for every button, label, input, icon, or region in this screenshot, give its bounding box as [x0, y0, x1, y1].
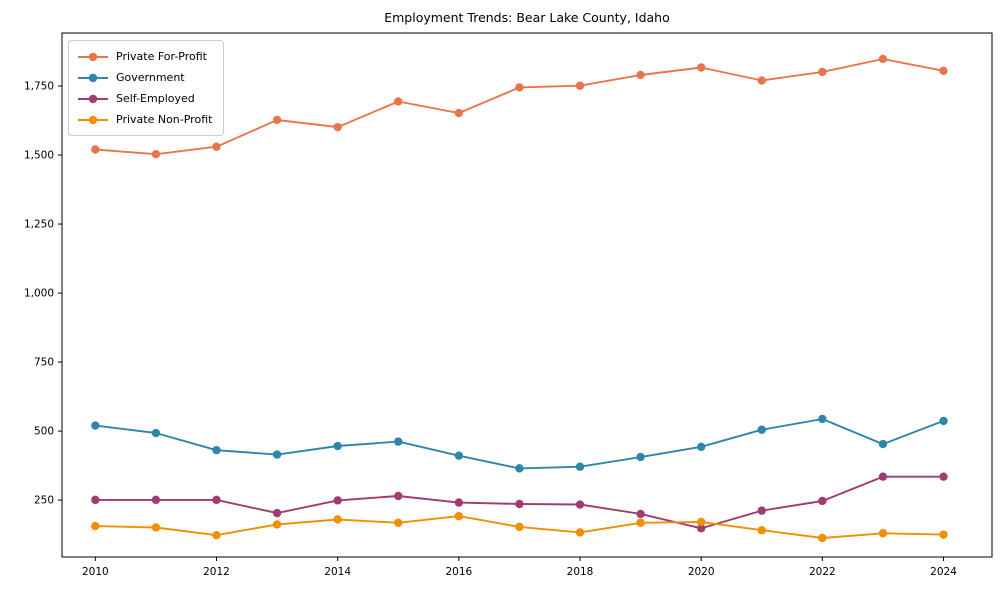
series-private-for-profit — [91, 54, 948, 159]
series-self-employed — [91, 472, 948, 533]
y-tick-label: 750 — [34, 357, 54, 369]
data-point — [575, 81, 585, 90]
legend-marker-icon — [78, 52, 108, 61]
data-point — [333, 122, 342, 132]
y-tick-label: 1,500 — [24, 150, 54, 162]
data-point — [212, 142, 221, 151]
data-point — [636, 518, 645, 527]
data-point — [151, 495, 161, 505]
data-point — [454, 511, 464, 521]
legend-item-government: Government — [78, 69, 212, 86]
y-tick-label: 1,750 — [24, 81, 54, 93]
data-point — [272, 520, 282, 529]
data-point — [939, 66, 948, 76]
legend-label: Government — [116, 71, 185, 84]
data-point — [939, 530, 948, 539]
y-tick-label: 1,250 — [24, 219, 54, 231]
legend-label: Private For-Profit — [116, 50, 207, 63]
data-point — [636, 452, 645, 462]
data-point — [394, 437, 403, 446]
data-point — [757, 506, 766, 515]
y-tick-label: 1,000 — [24, 288, 54, 300]
legend-item-private-for-profit: Private For-Profit — [78, 48, 212, 65]
axes-frame — [61, 32, 993, 558]
data-point — [394, 491, 403, 501]
data-point — [272, 115, 282, 125]
data-point — [636, 70, 645, 80]
legend-marker-icon — [78, 94, 108, 103]
x-tick-label: 2016 — [445, 566, 472, 578]
data-point — [333, 515, 342, 524]
data-point — [575, 500, 585, 509]
data-point — [151, 428, 161, 438]
series-line — [95, 418, 944, 470]
data-point — [515, 464, 524, 473]
chart-title: Employment Trends: Bear Lake County, Ida… — [384, 10, 670, 25]
data-point — [454, 451, 464, 460]
series-private-non-profit — [91, 511, 948, 543]
data-point — [939, 472, 948, 481]
data-point — [212, 445, 221, 455]
data-point — [212, 530, 221, 540]
data-point — [939, 416, 948, 426]
x-tick-label: 2020 — [688, 566, 715, 578]
x-tick-label: 2012 — [203, 566, 230, 578]
data-point — [151, 149, 161, 159]
data-point — [757, 76, 766, 85]
data-point — [272, 450, 282, 459]
data-point — [818, 67, 827, 77]
legend-item-self-employed: Self-Employed — [78, 90, 212, 107]
data-point — [818, 496, 827, 506]
data-point — [515, 522, 524, 532]
legend-marker-icon — [78, 115, 108, 124]
data-point — [696, 524, 706, 533]
x-tick-label: 2010 — [82, 566, 109, 578]
data-point — [818, 414, 827, 424]
data-point — [91, 495, 100, 505]
data-point — [696, 442, 706, 452]
data-point — [394, 518, 403, 527]
data-point — [333, 441, 342, 451]
x-tick-label: 2024 — [930, 566, 957, 578]
data-point — [272, 508, 282, 518]
x-tick-label: 2022 — [809, 566, 836, 578]
data-point — [91, 421, 100, 430]
data-point — [515, 499, 524, 509]
legend: Private For-Profit Government Self-Employe… — [68, 40, 225, 136]
legend-marker-icon — [78, 73, 108, 82]
data-point — [696, 517, 706, 527]
data-point — [91, 521, 100, 531]
legend-label: Self-Employed — [116, 92, 195, 105]
x-tick-label: 2014 — [324, 566, 351, 578]
data-point — [757, 425, 766, 434]
data-point — [454, 498, 464, 507]
data-point — [575, 462, 585, 471]
data-point — [515, 83, 524, 92]
data-point — [878, 472, 888, 481]
data-point — [878, 439, 888, 449]
data-point — [757, 526, 766, 535]
data-point — [636, 509, 645, 519]
data-point — [91, 145, 100, 154]
x-tick-label: 2018 — [567, 566, 594, 578]
data-point — [394, 97, 403, 106]
y-tick-label: 250 — [34, 495, 54, 507]
data-point — [696, 63, 706, 72]
data-point — [333, 496, 342, 505]
data-point — [454, 108, 464, 118]
legend-item-private-non-profit: Private Non-Profit — [78, 111, 212, 128]
data-point — [878, 529, 888, 538]
data-point — [818, 533, 827, 543]
data-point — [212, 495, 221, 505]
y-tick-label: 500 — [34, 426, 54, 438]
data-point — [151, 523, 161, 532]
legend-label: Private Non-Profit — [116, 113, 213, 126]
series-government — [91, 414, 948, 473]
data-point — [575, 528, 585, 537]
data-point — [878, 54, 888, 64]
